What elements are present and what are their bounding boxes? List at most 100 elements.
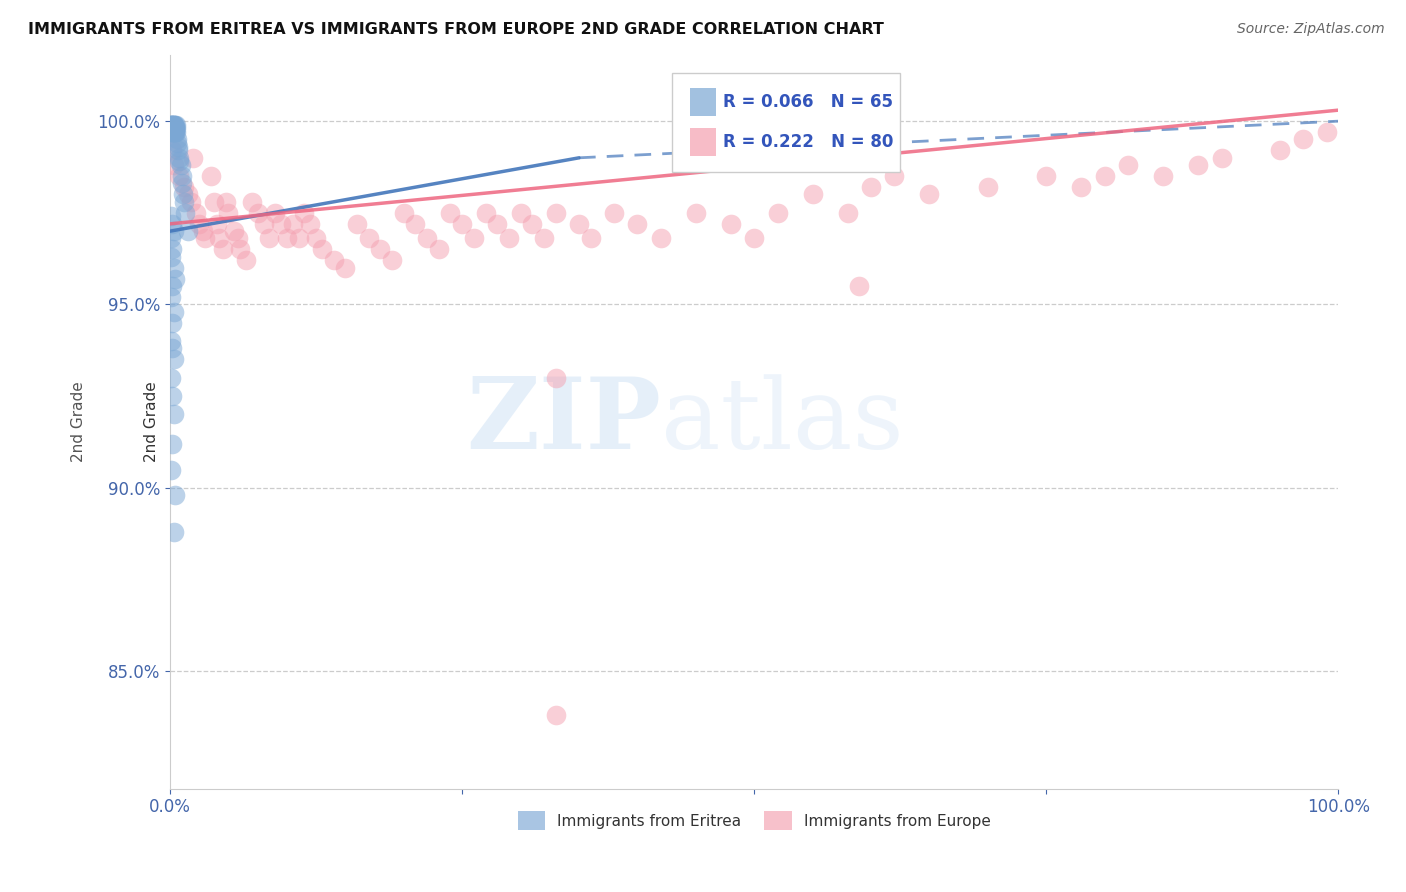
Point: [163, 121, 186, 136]
Point: [486, 217, 509, 231]
Point: [162, 408, 184, 422]
Point: [370, 243, 392, 257]
Point: [801, 187, 824, 202]
Point: [162, 279, 184, 293]
Point: [270, 217, 292, 231]
Point: [918, 187, 941, 202]
Point: [208, 231, 231, 245]
Point: [860, 180, 883, 194]
Point: [1268, 144, 1291, 158]
Point: [162, 224, 184, 238]
Point: [176, 224, 198, 238]
Point: [235, 253, 257, 268]
Point: [568, 217, 591, 231]
Point: [294, 206, 316, 220]
Point: [218, 206, 240, 220]
Point: [183, 151, 205, 165]
Point: [162, 158, 184, 172]
Point: [163, 125, 186, 139]
Point: [169, 151, 191, 165]
Point: [163, 121, 186, 136]
Point: [1094, 169, 1116, 183]
FancyBboxPatch shape: [672, 73, 900, 172]
Point: [162, 118, 184, 132]
Point: [281, 217, 304, 231]
Point: [160, 118, 183, 132]
Point: [162, 352, 184, 367]
Point: [311, 243, 333, 257]
Point: [883, 169, 905, 183]
Point: [162, 144, 184, 158]
Point: [162, 118, 184, 132]
Point: [162, 342, 184, 356]
Point: [162, 125, 184, 139]
Point: [305, 231, 328, 245]
Point: [167, 140, 190, 154]
Point: [264, 206, 287, 220]
Point: [162, 125, 184, 139]
Point: [848, 279, 870, 293]
Point: [162, 243, 184, 257]
Point: [1116, 158, 1139, 172]
Point: [162, 125, 184, 139]
Point: [169, 158, 191, 172]
Point: [240, 194, 263, 209]
Point: [174, 206, 197, 220]
Point: [162, 260, 184, 275]
Point: [162, 125, 184, 139]
Point: [170, 169, 193, 183]
Point: [215, 194, 238, 209]
Point: [451, 217, 474, 231]
Point: [211, 243, 233, 257]
Point: [1211, 151, 1233, 165]
Point: [498, 231, 520, 245]
Point: [160, 125, 183, 139]
Point: [165, 121, 187, 136]
Point: [162, 118, 184, 132]
Point: [509, 206, 531, 220]
Point: [160, 118, 183, 132]
Text: IMMIGRANTS FROM ERITREA VS IMMIGRANTS FROM EUROPE 2ND GRADE CORRELATION CHART: IMMIGRANTS FROM ERITREA VS IMMIGRANTS FR…: [28, 22, 884, 37]
Point: [191, 224, 214, 238]
Point: [404, 217, 426, 231]
Point: [357, 231, 380, 245]
Point: [163, 125, 186, 139]
Point: [200, 169, 222, 183]
Point: [160, 250, 183, 264]
Point: [194, 231, 217, 245]
Point: [162, 437, 184, 451]
Text: R = 0.066   N = 65: R = 0.066 N = 65: [723, 93, 893, 112]
Y-axis label: 2nd Grade: 2nd Grade: [143, 382, 159, 462]
Point: [173, 180, 195, 194]
Point: [287, 231, 309, 245]
Point: [650, 231, 672, 245]
Point: [205, 217, 228, 231]
Point: [392, 206, 415, 220]
Point: [167, 144, 190, 158]
Y-axis label: 2nd Grade: 2nd Grade: [72, 382, 86, 462]
Point: [163, 118, 186, 132]
Point: [162, 121, 184, 136]
Bar: [690, 88, 716, 116]
Point: [176, 187, 198, 202]
Point: [544, 371, 567, 385]
Point: [259, 231, 281, 245]
Point: [162, 121, 184, 136]
Point: [299, 217, 322, 231]
Point: [162, 121, 184, 136]
Point: [1292, 132, 1315, 146]
Point: [544, 708, 567, 723]
Point: [160, 334, 183, 348]
Point: [170, 177, 193, 191]
Point: [766, 206, 789, 220]
Point: [180, 194, 202, 209]
Point: [322, 253, 344, 268]
Text: Source: ZipAtlas.com: Source: ZipAtlas.com: [1237, 22, 1385, 37]
Point: [603, 206, 626, 220]
Point: [160, 210, 183, 224]
Point: [163, 272, 186, 286]
Point: [463, 231, 485, 245]
Point: [169, 154, 191, 169]
Point: [837, 206, 859, 220]
Point: [162, 305, 184, 319]
